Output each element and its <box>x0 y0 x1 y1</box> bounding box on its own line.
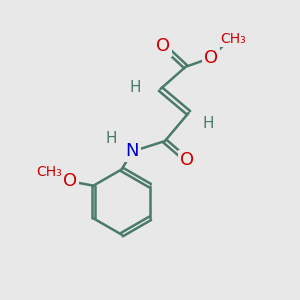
Text: O: O <box>156 37 170 55</box>
Text: O: O <box>63 172 77 190</box>
Text: CH₃: CH₃ <box>36 165 62 179</box>
Text: N: N <box>125 142 139 160</box>
Text: O: O <box>180 152 194 169</box>
Text: H: H <box>106 130 117 146</box>
Text: H: H <box>129 80 141 95</box>
Text: CH₃: CH₃ <box>220 32 246 46</box>
Text: O: O <box>204 49 218 67</box>
Text: H: H <box>202 116 214 131</box>
